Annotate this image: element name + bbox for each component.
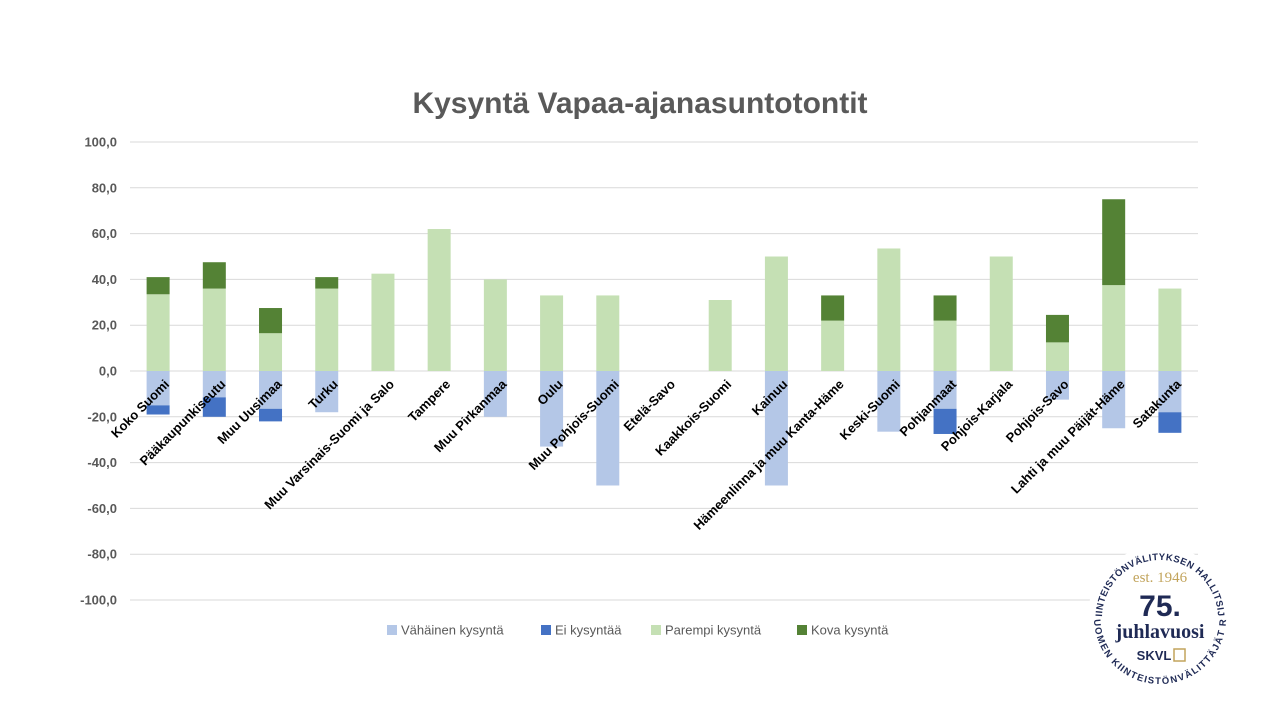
bar-segment — [1102, 199, 1126, 286]
bar-segment — [483, 371, 507, 417]
y-tick-label: -80,0 — [87, 547, 117, 562]
bar-segment — [821, 295, 845, 321]
bar-segment — [371, 273, 395, 371]
bar-segment — [1045, 314, 1069, 343]
seal-outer-ring — [1087, 545, 1233, 691]
bar-segment — [259, 308, 283, 334]
legend-label: Parempi kysyntä — [665, 623, 762, 638]
y-tick-label: -20,0 — [87, 409, 117, 424]
bar-segment — [146, 277, 170, 295]
bar-segment — [202, 371, 226, 398]
bar-segment — [1102, 371, 1126, 429]
y-tick-label: 80,0 — [92, 180, 117, 195]
chart-title: Kysyntä Vapaa-ajanasuntotontit — [412, 87, 867, 120]
bar-segment — [315, 277, 339, 289]
bar-segment — [202, 397, 226, 417]
bar-segment — [315, 288, 339, 371]
x-tick-label: Etelä-Savo — [621, 376, 679, 434]
bar-segment — [1045, 371, 1069, 400]
bar-segment — [1158, 288, 1182, 371]
seal-number: 75. — [1139, 590, 1181, 623]
gridlines — [130, 141, 1198, 601]
bar-segment — [764, 256, 788, 371]
y-tick-label: 20,0 — [92, 318, 117, 333]
bar-segment — [1158, 412, 1182, 433]
legend-label: Vähäinen kysyntä — [401, 623, 504, 638]
seal-juhlavuosi: juhlavuosi — [1115, 621, 1205, 643]
bar-segment — [877, 248, 901, 371]
y-tick-label: -100,0 — [80, 593, 117, 608]
bar-segment — [1102, 285, 1126, 371]
seal-brand: SKVL — [1137, 648, 1172, 663]
seal-est: est. 1946 — [1133, 570, 1188, 586]
bar-segment — [259, 371, 283, 409]
bar-segment — [1158, 371, 1182, 413]
bar-segment — [933, 371, 957, 409]
y-tick-label: 0,0 — [99, 364, 117, 379]
bars — [146, 199, 1182, 486]
bar-segment — [933, 295, 957, 321]
x-tick-label: Tampere — [405, 377, 453, 425]
y-tick-label: -60,0 — [87, 501, 117, 516]
bar-segment — [877, 371, 901, 432]
legend-swatch — [797, 625, 807, 635]
bar-segment — [483, 279, 507, 371]
bar-segment — [989, 256, 1013, 371]
y-axis: 100,0 80,0 60,0 40,0 20,0 0,0 -20,0 -40,0 -60,0 -… — [80, 135, 117, 608]
bar-segment — [427, 229, 451, 371]
legend-swatch — [651, 625, 661, 635]
bar-segment — [146, 294, 170, 371]
bar-segment — [540, 295, 564, 371]
bar-segment — [596, 371, 620, 486]
bar-segment — [540, 371, 564, 447]
bar-segment — [259, 408, 283, 422]
bar-segment — [259, 333, 283, 371]
y-tick-label: -40,0 — [87, 455, 117, 470]
legend-label: Kova kysyntä — [811, 623, 889, 638]
y-tick-label: 60,0 — [92, 226, 117, 241]
bar-segment — [764, 371, 788, 486]
anniversary-seal-logo: KIINTEISTÖNVÄLITYKSEN HALLITSIJA SUOMEN … — [1087, 545, 1233, 691]
bar-segment — [596, 295, 620, 371]
legend-swatch — [387, 625, 397, 635]
bar-segment — [821, 320, 845, 371]
legend-swatch — [541, 625, 551, 635]
legend: Vähäinen kysyntä Ei kysyntää Parempi kysyn… — [387, 623, 889, 638]
bar-segment — [933, 408, 957, 434]
bar-segment — [1045, 342, 1069, 371]
bar-segment — [202, 288, 226, 371]
house-icon — [1173, 648, 1186, 662]
bar-segment — [202, 262, 226, 289]
bar-segment — [146, 371, 170, 406]
bar-segment — [933, 320, 957, 371]
legend-label: Ei kysyntää — [555, 623, 622, 638]
bar-segment — [315, 371, 339, 413]
bar-segment — [708, 300, 732, 371]
y-tick-label: 40,0 — [92, 272, 117, 287]
bar-segment — [146, 405, 170, 415]
y-tick-label: 100,0 — [84, 135, 117, 150]
